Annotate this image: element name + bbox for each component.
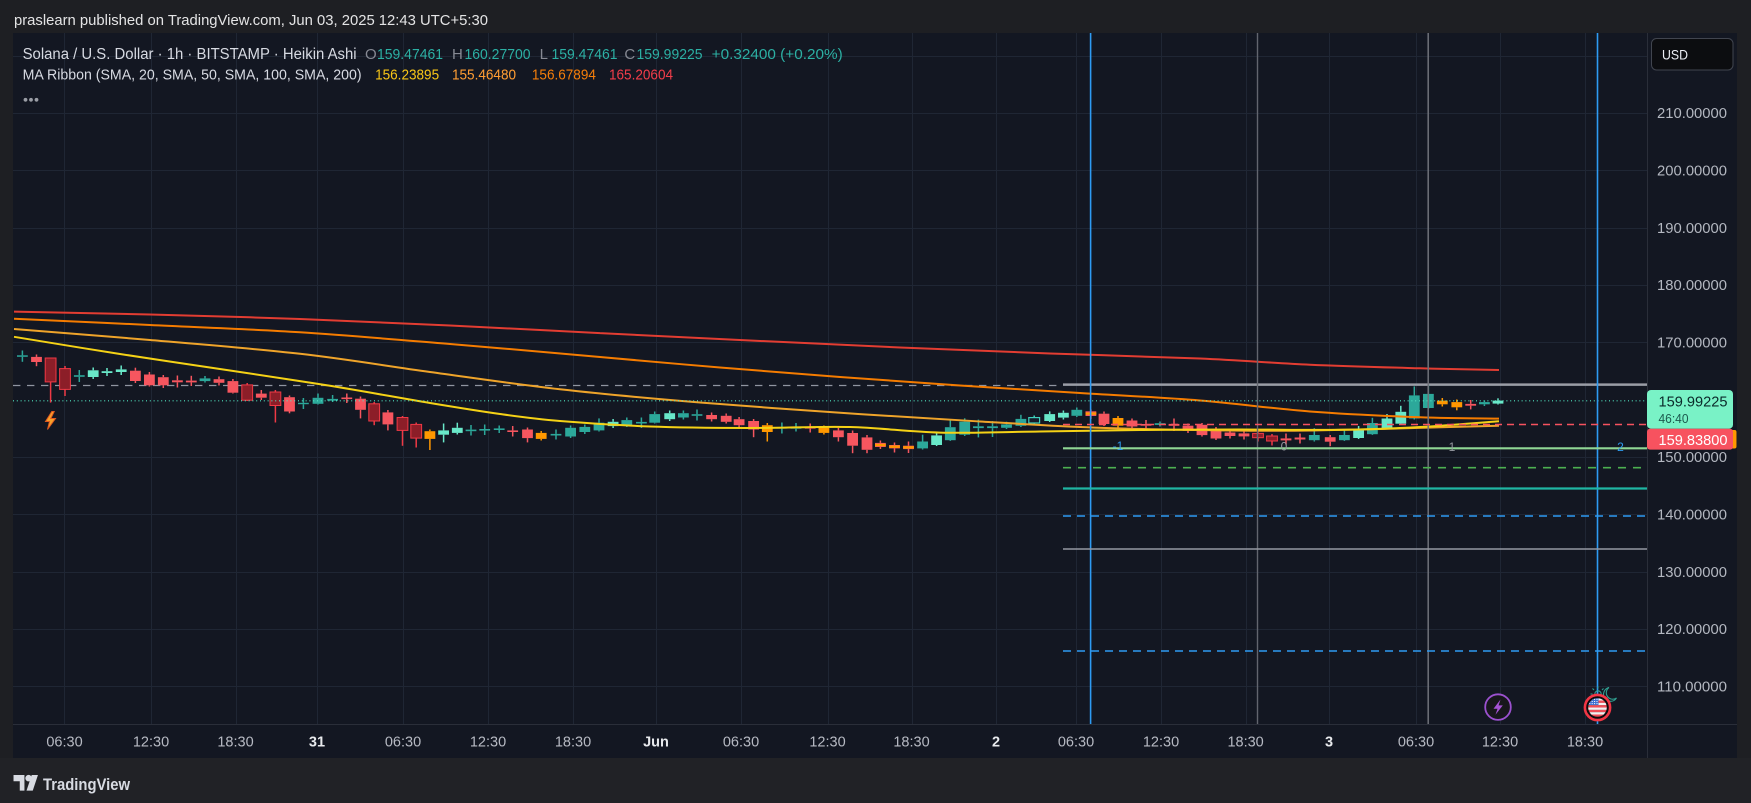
svg-text:156.23895: 156.23895 [375,66,439,83]
svg-text:156.67894: 156.67894 [532,66,596,83]
svg-text:18:30: 18:30 [1227,735,1263,751]
svg-text:210.00000: 210.00000 [1657,106,1727,122]
svg-text:USD: USD [1662,48,1688,63]
svg-text:130.00000: 130.00000 [1657,565,1727,581]
svg-text:praslearn published on Trading: praslearn published on TradingView.com, … [14,12,488,29]
svg-text:06:30: 06:30 [46,735,82,751]
svg-text:180.00000: 180.00000 [1657,278,1727,294]
svg-text:18:30: 18:30 [555,735,591,751]
svg-text:+0.32400 (+0.20%): +0.32400 (+0.20%) [712,46,843,63]
svg-text:159.47461: 159.47461 [377,46,443,63]
svg-text:170.00000: 170.00000 [1657,336,1727,352]
svg-text:TradingView: TradingView [43,776,130,794]
svg-text:12:30: 12:30 [133,735,169,751]
svg-text:H: H [452,46,463,63]
svg-text:O: O [365,46,377,63]
svg-text:31: 31 [309,735,325,751]
svg-text:C: C [624,46,635,63]
svg-text:MA Ribbon (SMA, 20, SMA, 50, S: MA Ribbon (SMA, 20, SMA, 50, SMA, 100, S… [23,66,362,83]
svg-text:110.00000: 110.00000 [1657,680,1727,696]
svg-text:18:30: 18:30 [1567,735,1603,751]
svg-text:06:30: 06:30 [723,735,759,751]
svg-text:159.99225: 159.99225 [637,46,703,63]
svg-text:12:30: 12:30 [809,735,845,751]
svg-text:160.27700: 160.27700 [465,46,531,63]
svg-text:0: 0 [1281,440,1288,454]
svg-text:Solana / U.S. Dollar · 1h · BI: Solana / U.S. Dollar · 1h · BITSTAMP · H… [23,46,357,63]
svg-text:2: 2 [1617,440,1624,454]
svg-text:165.20604: 165.20604 [609,66,673,83]
svg-text:140.00000: 140.00000 [1657,508,1727,524]
svg-text:3: 3 [1325,735,1333,751]
svg-text:159.99225: 159.99225 [1659,393,1728,410]
svg-text:2: 2 [992,735,1000,751]
svg-text:-1: -1 [1113,439,1124,453]
svg-text:159.83800: 159.83800 [1659,432,1728,449]
svg-text:06:30: 06:30 [1058,735,1094,751]
svg-text:190.00000: 190.00000 [1657,221,1727,237]
svg-text:120.00000: 120.00000 [1657,622,1727,638]
svg-text:L: L [540,46,548,63]
svg-text:200.00000: 200.00000 [1657,164,1727,180]
svg-text:Jun: Jun [643,735,669,751]
svg-text:12:30: 12:30 [1143,735,1179,751]
svg-text:18:30: 18:30 [893,735,929,751]
svg-text:155.46480: 155.46480 [452,66,516,83]
svg-text:1: 1 [1449,440,1456,454]
svg-text:06:30: 06:30 [385,735,421,751]
svg-text:159.47461: 159.47461 [552,46,618,63]
svg-text:46:40: 46:40 [1659,412,1689,426]
svg-text:12:30: 12:30 [1482,735,1518,751]
svg-text:12:30: 12:30 [470,735,506,751]
svg-text:06:30: 06:30 [1398,735,1434,751]
svg-text:18:30: 18:30 [217,735,253,751]
svg-text:150.00000: 150.00000 [1657,450,1727,466]
